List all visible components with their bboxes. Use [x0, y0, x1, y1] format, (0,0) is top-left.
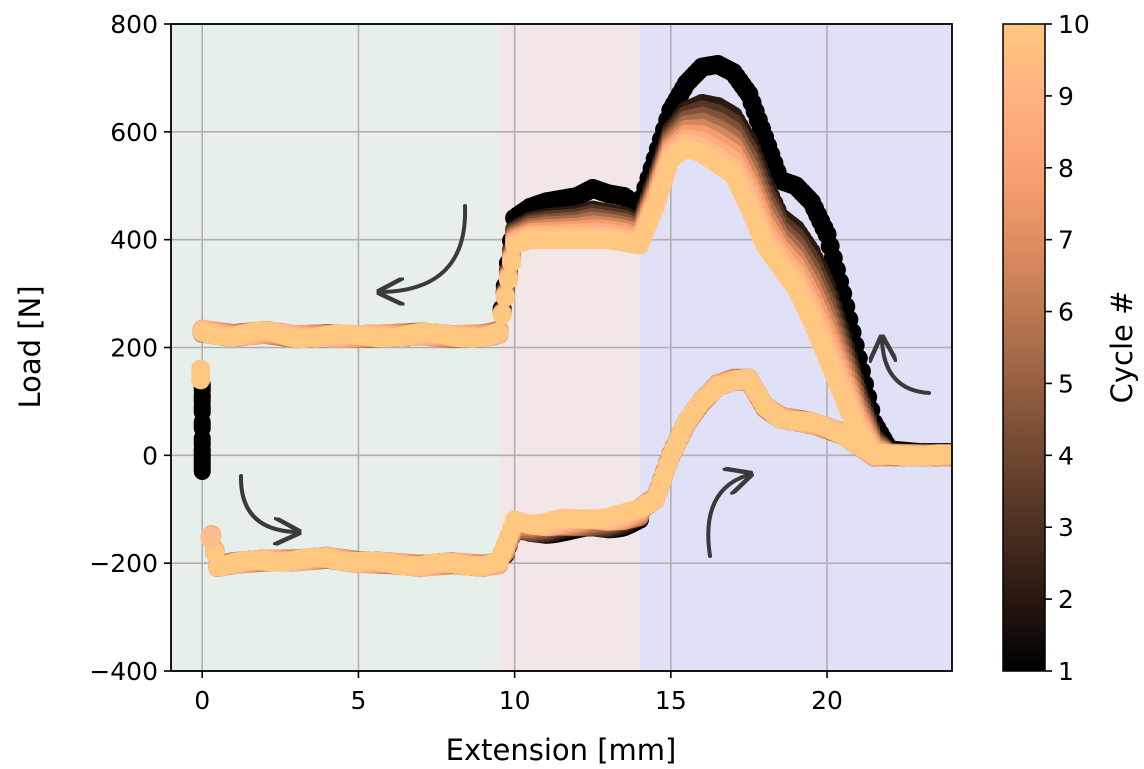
- colorbar-tick-label: 9: [1058, 82, 1074, 111]
- x-tick-label: 15: [655, 686, 687, 715]
- x-tick-label: 10: [499, 686, 531, 715]
- colorbar-gradient: [1002, 23, 1046, 672]
- colorbar-tick-label: 2: [1058, 585, 1074, 614]
- x-tick-label: 20: [811, 686, 843, 715]
- point-cycle-10: [489, 321, 509, 341]
- colorbar-title: Cycle #: [1105, 291, 1139, 404]
- y-tick-label: −200: [89, 549, 158, 578]
- y-tick-label: 600: [110, 118, 158, 147]
- x-axis-ticks: 0 5 10 15 20: [194, 671, 843, 715]
- point-cycle-10-start: [191, 359, 211, 379]
- colorbar-tick-label: 1: [1058, 657, 1074, 686]
- x-tick-label: 0: [194, 686, 210, 715]
- point-cycle-10: [942, 445, 952, 465]
- colorbar-tick-label: 7: [1058, 226, 1074, 255]
- colorbar: 1 2 3 4 5 6 7 8 9 10 Cycle #: [1002, 10, 1139, 686]
- arrow-upper-right: [882, 340, 931, 395]
- x-tick-label: 5: [350, 686, 366, 715]
- point-cycle-10: [502, 253, 522, 273]
- colorbar-tick-label: 8: [1058, 154, 1074, 183]
- scatter-series: [191, 54, 952, 577]
- arrow-lower-left: [238, 474, 296, 532]
- y-tick-label: 800: [110, 10, 158, 39]
- y-tick-label: 200: [110, 334, 158, 363]
- colorbar-tick-label: 6: [1058, 298, 1074, 327]
- colorbar-tick-label: 4: [1058, 441, 1074, 470]
- annotation-arrows: [238, 204, 931, 558]
- colorbar-tick-label: 3: [1058, 513, 1074, 542]
- colorbar-ticks: 1 2 3 4 5 6 7 8 9 10: [1045, 10, 1090, 686]
- arrow-lower-right: [706, 475, 748, 558]
- y-tick-label: 0: [142, 441, 158, 470]
- colorbar-tick-label: 5: [1058, 369, 1074, 398]
- y-axis-title: Load [N]: [13, 285, 47, 408]
- y-axis-ticks: −400 −200 0 200 400 600 800: [89, 10, 171, 686]
- colorbar-tick-label: 10: [1058, 10, 1090, 39]
- point-cycle-10: [492, 305, 512, 325]
- point-cycle-10-start: [200, 529, 220, 549]
- point-cycle-10: [495, 287, 515, 307]
- y-tick-label: −400: [89, 657, 158, 686]
- y-tick-label: 400: [110, 226, 158, 255]
- x-axis-title: Extension [mm]: [446, 733, 677, 767]
- point-cycle-10: [498, 270, 518, 290]
- arrow-upper-left: [382, 204, 468, 292]
